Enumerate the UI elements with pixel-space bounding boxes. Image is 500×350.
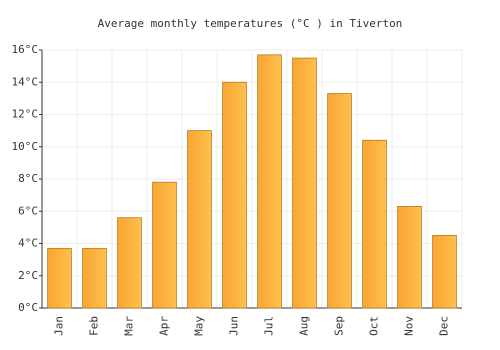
y-tick-label: 12°C <box>12 108 39 121</box>
x-tick-label: Sep <box>333 316 346 336</box>
bar <box>187 130 212 309</box>
y-tick-label: 6°C <box>18 204 38 217</box>
bar <box>432 235 457 309</box>
x-tick-label: Jul <box>263 316 276 336</box>
x-tick-label: Oct <box>368 316 381 336</box>
y-tick-label: 16°C <box>12 43 39 56</box>
x-tick-label: Feb <box>88 316 101 336</box>
bar <box>257 54 282 309</box>
bar <box>117 217 142 309</box>
bar <box>152 181 177 309</box>
x-tick-label: Jun <box>228 316 241 336</box>
y-tick-label: 8°C <box>18 172 38 185</box>
bar <box>292 57 317 309</box>
x-tick-label: May <box>193 316 206 336</box>
x-tick-label: Dec <box>438 316 451 336</box>
bar <box>362 139 387 309</box>
bar <box>47 247 72 309</box>
x-tick-label: Apr <box>158 316 171 336</box>
bar <box>222 81 247 309</box>
y-tick-label: 14°C <box>12 75 39 88</box>
x-tick-label: Mar <box>123 316 136 336</box>
x-tick-label: Jan <box>53 316 66 336</box>
bar <box>82 247 107 309</box>
x-tick-label: Nov <box>403 316 416 336</box>
y-tick-label: 2°C <box>18 269 38 282</box>
y-tick-label: 10°C <box>12 140 39 153</box>
chart-title: Average monthly temperatures (°C ) in Ti… <box>98 17 403 30</box>
bar <box>397 206 422 309</box>
y-tick-label: 0°C <box>18 301 38 314</box>
bar <box>327 93 352 309</box>
x-tick-label: Aug <box>298 316 311 336</box>
y-tick-label: 4°C <box>18 237 38 250</box>
